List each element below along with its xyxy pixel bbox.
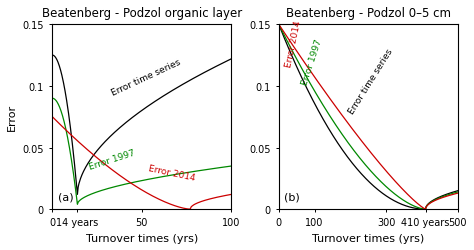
Text: Error 1997: Error 1997 (88, 148, 137, 171)
Text: Error 2014: Error 2014 (147, 163, 196, 182)
Text: (a): (a) (58, 192, 73, 202)
Title: Beatenberg - Podzol 0–5 cm: Beatenberg - Podzol 0–5 cm (286, 7, 451, 20)
Text: Error time series: Error time series (109, 57, 182, 97)
Text: Error 1997: Error 1997 (300, 38, 324, 86)
Text: Error 2014: Error 2014 (284, 20, 303, 68)
X-axis label: Turnover times (yrs): Turnover times (yrs) (312, 233, 424, 243)
X-axis label: Turnover times (yrs): Turnover times (yrs) (86, 233, 198, 243)
Y-axis label: Error: Error (7, 104, 17, 131)
Text: Error time series: Error time series (347, 47, 394, 116)
Text: (b): (b) (284, 192, 300, 202)
Title: Beatenberg - Podzol organic layer: Beatenberg - Podzol organic layer (42, 7, 242, 20)
